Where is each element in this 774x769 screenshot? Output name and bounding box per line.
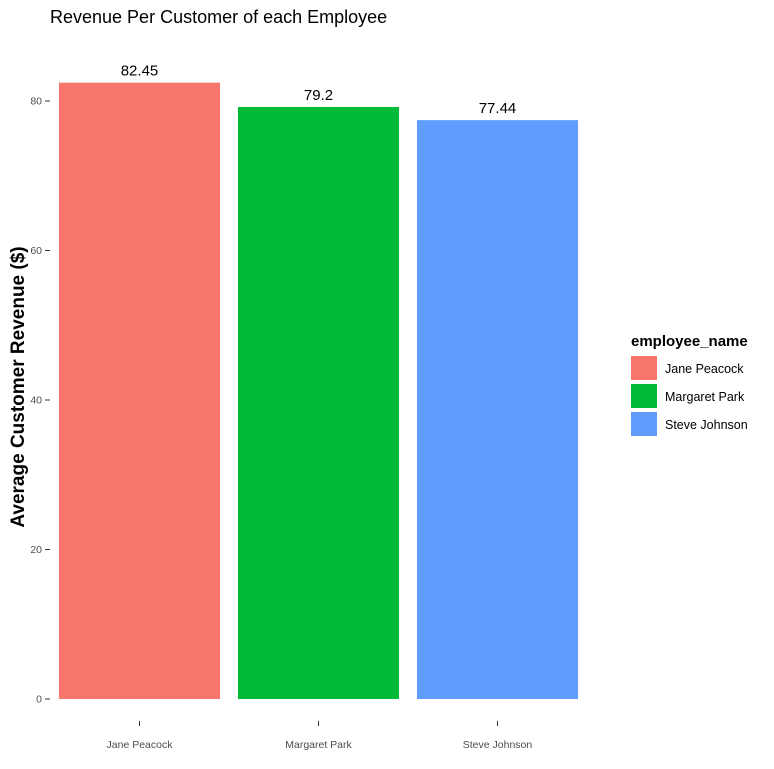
legend: employee_name Jane Peacock Margaret Park S… (631, 333, 748, 436)
legend-label: Jane Peacock (665, 362, 744, 376)
legend-swatch (631, 356, 657, 380)
bar (416, 120, 579, 700)
bars-group: 82.45 79.2 77.44 (58, 63, 579, 700)
y-tick-label: 60 (30, 245, 42, 257)
legend-swatch (631, 384, 657, 408)
legend-label: Steve Johnson (665, 418, 748, 432)
y-tick-label: 20 (30, 544, 42, 556)
legend-label: Margaret Park (665, 390, 745, 404)
data-label: 82.45 (121, 63, 159, 80)
x-tick-label: Jane Peacock (107, 739, 174, 751)
data-label: 79.2 (304, 87, 333, 104)
chart-title: Revenue Per Customer of each Employee (50, 7, 387, 27)
y-tick-label: 80 (30, 96, 42, 108)
legend-title: employee_name (631, 333, 748, 350)
bar (237, 106, 400, 700)
legend-items: Jane Peacock Margaret Park Steve Johnson (631, 356, 748, 436)
x-axis: Jane Peacock Margaret Park Steve Johnson (107, 721, 533, 751)
data-label: 77.44 (479, 100, 517, 117)
y-tick-label: 40 (30, 395, 42, 407)
x-tick-label: Margaret Park (285, 739, 352, 751)
bar (58, 82, 221, 699)
y-axis-label: Average Customer Revenue ($) (8, 246, 29, 527)
y-tick-label: 0 (36, 694, 42, 706)
x-tick-label: Steve Johnson (463, 739, 533, 751)
y-axis: 0 20 40 60 80 (30, 96, 50, 706)
legend-swatch (631, 412, 657, 436)
